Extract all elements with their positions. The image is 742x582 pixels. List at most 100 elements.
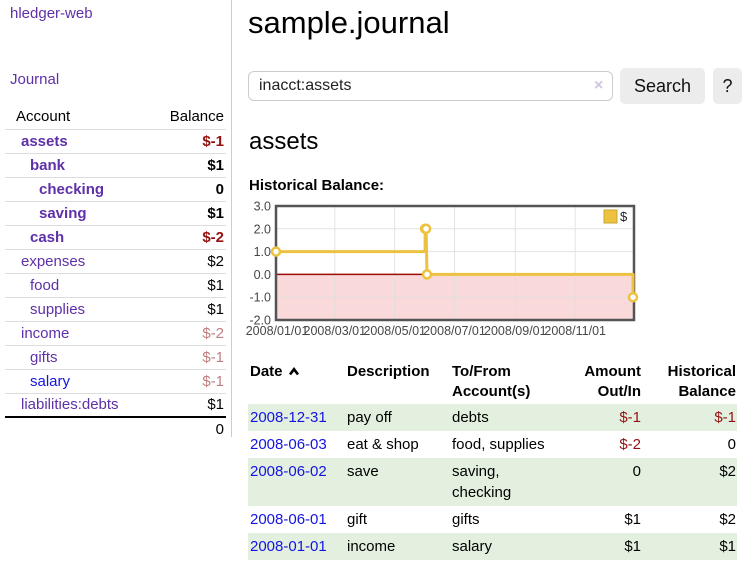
account-row-supplies: supplies $1 [5,297,226,321]
accounts-cell: salary [452,538,493,555]
account-balance: $1 [207,396,224,414]
account-balance: $-1 [202,348,224,366]
svg-text:2008/09/01: 2008/09/01 [484,324,547,338]
account-row-bank: bank $1 [5,153,226,177]
account-row-checking: checking 0 [5,177,226,201]
account-row-income: income $-2 [5,321,226,345]
date-link[interactable]: 2008-01-01 [250,538,327,555]
account-link-bank[interactable]: bank [30,156,66,174]
date-header-label: Date [250,363,283,380]
balance-cell: $2 [719,463,736,480]
accounts-cell: gifts [452,511,480,528]
date-link[interactable]: 2008-12-31 [250,409,327,426]
balance-column-header: Balance [169,107,224,125]
svg-text:2.0: 2.0 [254,222,271,236]
account-link-checking[interactable]: checking [39,180,105,198]
search-form: × Search ? [248,68,742,104]
account-balance: $-1 [202,132,224,150]
account-balance: $1 [207,300,224,318]
account-heading: assets [249,128,319,155]
historical-balance-label: Historical Balance: [249,177,385,194]
account-balance: $1 [207,156,224,174]
description-cell: eat & shop [347,436,419,453]
sort-ascending-icon [288,362,300,382]
app-title-link[interactable]: hledger-web [10,5,93,22]
accounts-cell: food, supplies [452,436,545,453]
account-link-food[interactable]: food [30,276,60,294]
account-row-expenses: expenses $2 [5,249,226,273]
account-balance: $1 [207,204,224,222]
balance-cell: $2 [719,511,736,528]
account-link-expenses[interactable]: expenses [21,252,86,270]
chart-legend: $ [603,209,628,224]
search-button[interactable]: Search [620,68,705,104]
y-axis-labels: 3.0 2.0 1.0 0.0 -1.0 -2.0 [249,200,271,328]
svg-text:2008/05/01: 2008/05/01 [363,324,426,338]
description-cell: income [347,538,396,555]
accounts-total-row: 0 [5,417,226,441]
svg-text:-2.0: -2.0 [249,314,271,328]
svg-text:2008/07/01: 2008/07/01 [423,324,486,338]
date-link[interactable]: 2008-06-01 [250,511,327,528]
search-input[interactable] [248,71,613,101]
account-row-salary: salary $-1 [5,369,226,393]
register-row: 2008-06-01 gift gifts $1 $2 [248,506,737,533]
description-cell: save [347,463,379,480]
amount-cell: $1 [624,511,641,528]
account-balance: $2 [207,252,224,270]
accounts-column-header: To/From Account(s) [452,363,531,400]
sidebar-item-journal[interactable]: Journal [10,71,60,88]
legend-label: $ [620,209,628,224]
account-row-food: food $1 [5,273,226,297]
account-link-supplies[interactable]: supplies [30,300,86,318]
amount-cell: $-2 [619,436,641,453]
register-table: Date Description To/From Account(s) Amou… [248,360,737,560]
balance-column-header: Historical Balance [667,363,736,400]
register-row: 2008-06-02 save saving, checking 0 $2 [248,458,737,506]
data-point-markers [270,223,639,303]
account-balance: $-1 [202,372,224,390]
balance-chart-canvas: $ 3.0 2.0 1.0 0.0 -1.0 -2.0 2008/01/01 2… [246,200,639,338]
description-column-header: Description [347,363,430,380]
svg-text:2008/01/01: 2008/01/01 [246,324,309,338]
balance-cell: $-1 [714,409,736,426]
accounts-total-balance: 0 [215,421,224,438]
svg-text:-1.0: -1.0 [249,291,271,305]
svg-text:0.0: 0.0 [254,268,271,282]
register-header-row: Date Description To/From Account(s) Amou… [248,360,737,404]
svg-text:2008/11/01: 2008/11/01 [544,324,606,338]
legend-swatch [603,209,618,224]
account-row-gifts: gifts $-1 [5,345,226,369]
plot-border [274,204,636,322]
accounts-table-header: Account Balance [5,104,226,129]
accounts-table: Account Balance assets $-1 bank $1 check… [5,104,226,441]
page-title: sample.journal [248,5,450,40]
account-link-income[interactable]: income [21,324,70,342]
account-link-gifts[interactable]: gifts [30,348,58,366]
register-row: 2008-01-01 income salary $1 $1 [248,533,737,560]
amount-cell: $1 [624,538,641,555]
account-balance: 0 [215,180,224,198]
account-link-cash[interactable]: cash [30,228,65,246]
svg-text:1.0: 1.0 [254,245,271,259]
balance-chart[interactable]: $ 3.0 2.0 1.0 0.0 -1.0 -2.0 2008/01/01 2… [244,200,724,342]
account-link-saving[interactable]: saving [39,204,87,222]
clear-search-icon[interactable]: × [594,77,604,94]
account-row-saving: saving $1 [5,201,226,225]
accounts-cell: debts [452,409,489,426]
date-link[interactable]: 2008-06-02 [250,463,327,480]
description-cell: pay off [347,409,392,426]
svg-text:2008/03/01: 2008/03/01 [304,324,367,338]
account-link-assets[interactable]: assets [21,132,68,150]
date-column-header[interactable]: Date [248,360,345,404]
account-balance: $-2 [202,228,224,246]
help-button[interactable]: ? [713,68,742,104]
register-row: 2008-06-03 eat & shop food, supplies $-2… [248,431,737,458]
account-row-liabilities-debts: liabilities:debts $1 [5,393,226,417]
account-link-salary[interactable]: salary [30,372,71,390]
account-row-cash: cash $-2 [5,225,226,249]
account-link-liabilities-debts[interactable]: liabilities:debts [21,396,119,414]
account-row-assets: assets $-1 [5,129,226,153]
date-link[interactable]: 2008-06-03 [250,436,327,453]
svg-text:3.0: 3.0 [254,200,271,214]
